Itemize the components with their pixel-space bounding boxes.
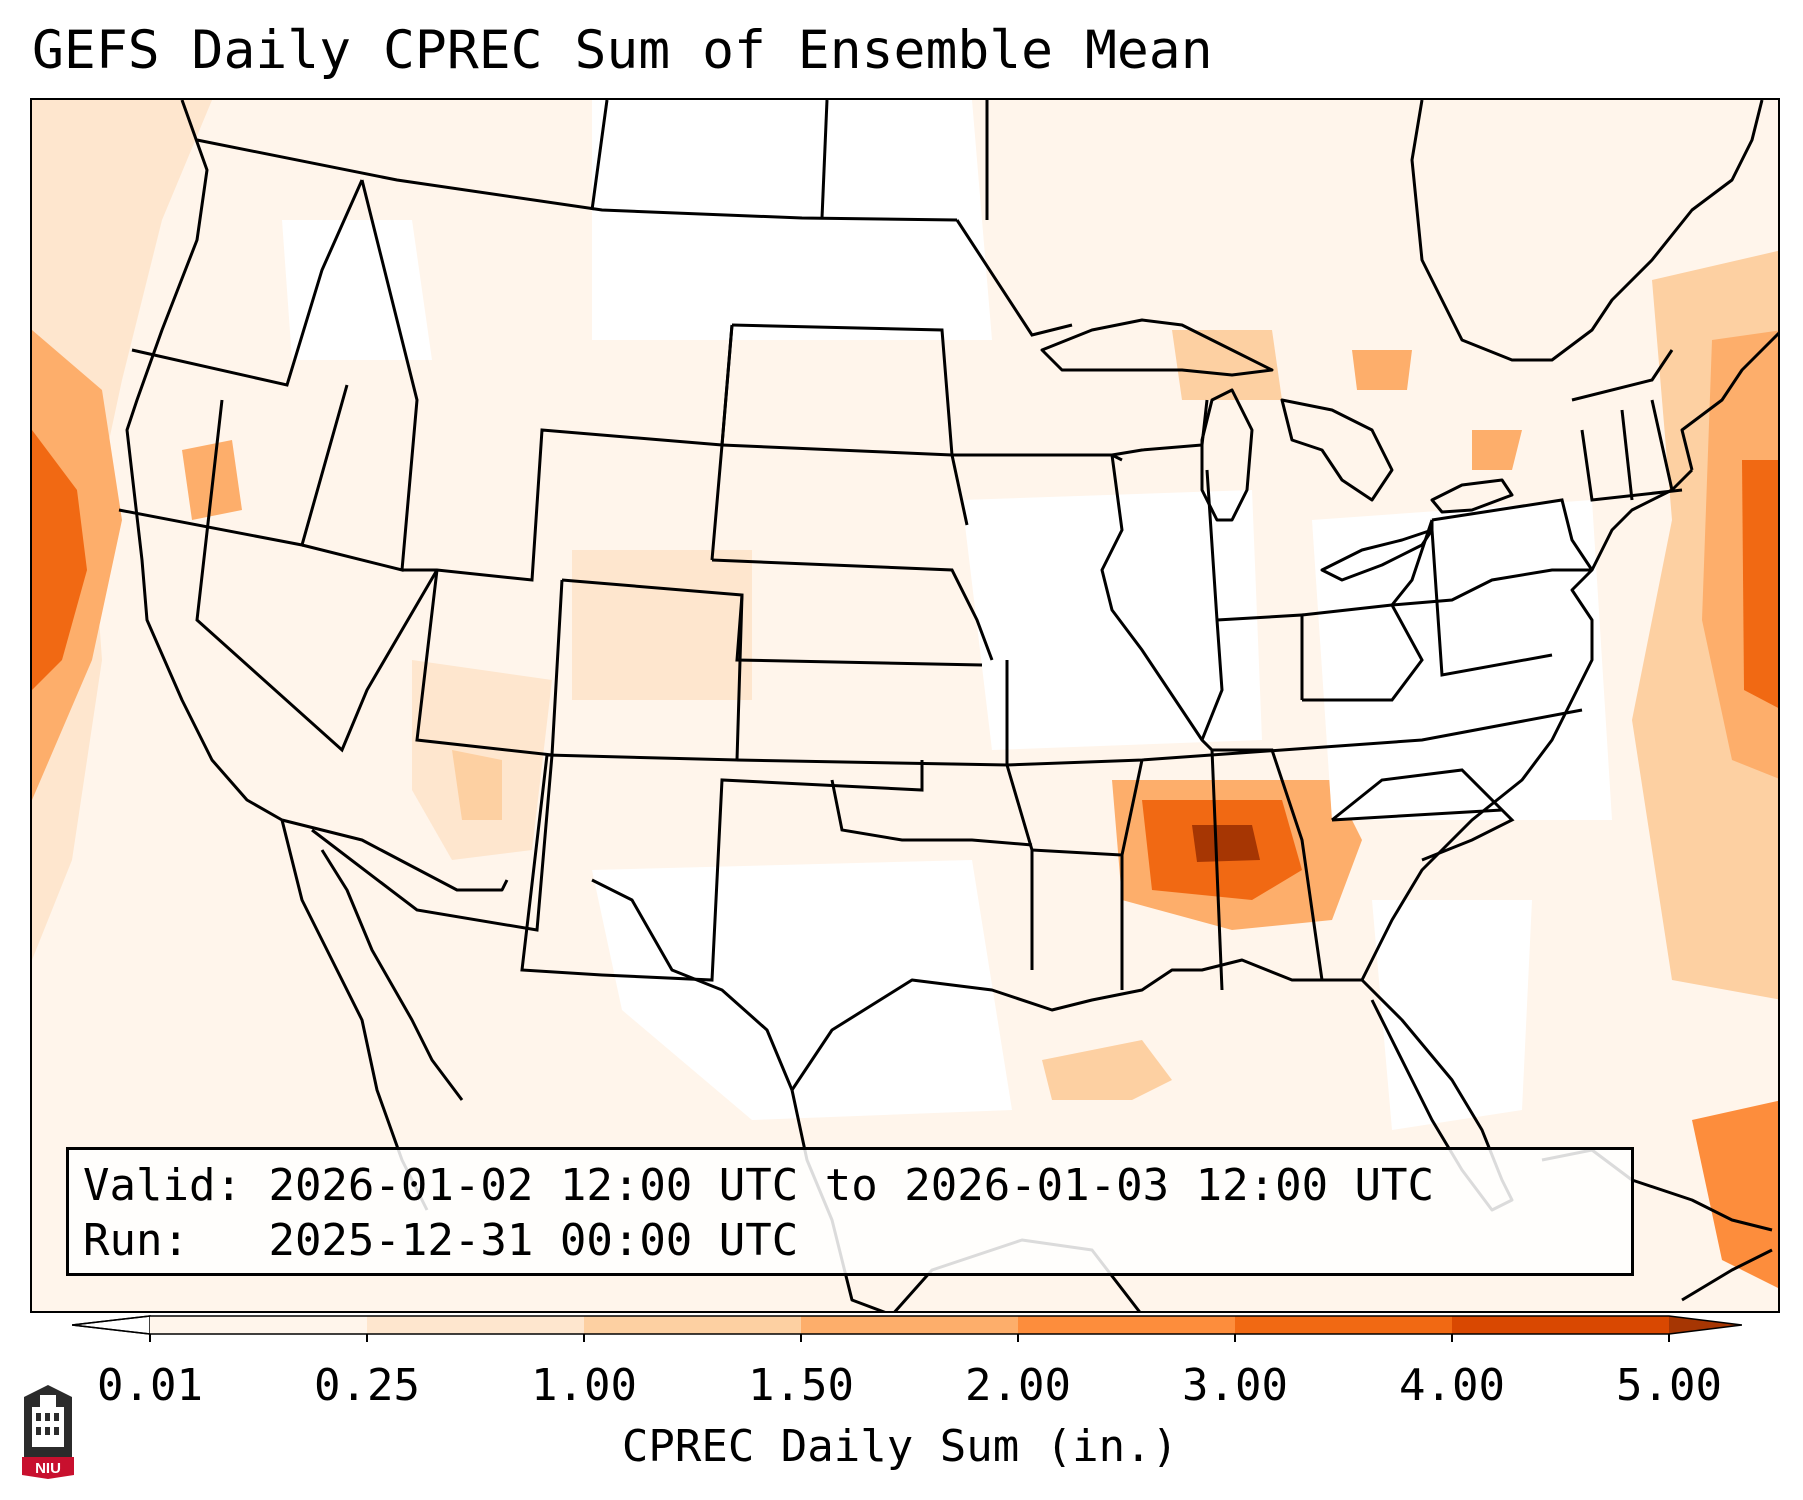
colorbar-label: CPREC Daily Sum (in.) <box>621 1421 1179 1472</box>
colorbar-tick: 5.00 <box>1616 1360 1722 1411</box>
map-canvas <box>32 100 1778 1311</box>
colorbar-bin <box>1235 1316 1452 1334</box>
run-value: 2025-12-31 00:00 UTC <box>268 1215 799 1266</box>
niu-logo: NIU <box>22 1385 74 1479</box>
colorbar-extend-max <box>1669 1316 1742 1334</box>
colorbar-tick: 1.50 <box>748 1360 854 1411</box>
colorbar-bin <box>1452 1316 1669 1334</box>
colorbar-bin <box>801 1316 1018 1334</box>
colorbar-tick: 3.00 <box>1182 1360 1288 1411</box>
colorbar-bin <box>584 1316 801 1334</box>
state-borders <box>118 100 1683 991</box>
colorbar-tick: 2.00 <box>965 1360 1071 1411</box>
great-lakes <box>1040 318 1514 582</box>
colorbar-tick: 0.25 <box>314 1360 420 1411</box>
run-label: Run: <box>83 1215 189 1266</box>
colorbar-tick: 4.00 <box>1399 1360 1505 1411</box>
map-title: GEFS Daily CPREC Sum of Ensemble Mean <box>32 20 1213 81</box>
valid-value: 2026-01-02 12:00 UTC to 2026-01-03 12:00… <box>268 1160 1435 1211</box>
colorbar-tick: 1.00 <box>531 1360 637 1411</box>
precip-map <box>30 98 1780 1313</box>
colorbar-extend-min <box>72 1315 151 1335</box>
colorbar-bin <box>367 1316 584 1334</box>
colorbar <box>72 1315 1742 1342</box>
colorbar-bin <box>150 1316 367 1334</box>
colorbar-tick: 0.01 <box>97 1360 203 1411</box>
valid-label: Valid: <box>83 1160 242 1211</box>
colorbar-bin <box>1018 1316 1235 1334</box>
valid-run-info: Valid: 2026-01-02 12:00 UTC to 2026-01-0… <box>66 1147 1634 1276</box>
logo-text: NIU <box>35 1460 61 1477</box>
